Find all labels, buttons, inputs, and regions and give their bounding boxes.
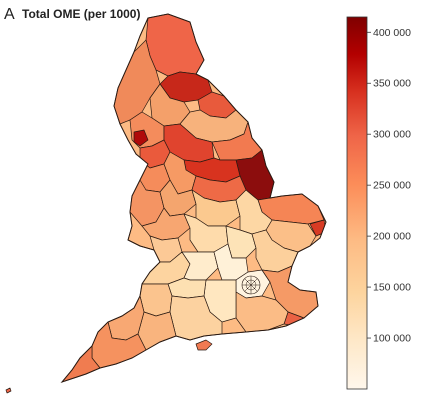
legend-tick-label: 350 000 <box>373 78 411 90</box>
region-sussex <box>235 291 289 333</box>
england-border <box>60 13 327 384</box>
london-borough-detail <box>241 275 261 295</box>
color-bar <box>346 16 368 390</box>
legend-tick-label: 300 000 <box>373 129 411 141</box>
england-map <box>5 13 327 394</box>
legend-tick-label: 250 000 <box>373 180 411 192</box>
map-title: Total OME (per 1000) <box>22 7 140 21</box>
region-blackpool <box>133 129 149 147</box>
isle-of-wight <box>195 339 213 351</box>
legend-ticks: 400 000 350 000 300 000 250 000 200 000 150 0… <box>367 27 411 345</box>
legend-tick-label: 400 000 <box>373 27 411 39</box>
region-wiltshire <box>139 283 173 317</box>
legend-tick-label: 150 000 <box>373 282 411 294</box>
region-leicestershire <box>191 189 241 227</box>
region-cambridgeshire <box>235 189 273 235</box>
color-legend: 400 000 350 000 300 000 250 000 200 000 150 0… <box>346 16 411 390</box>
panel-letter: A <box>4 6 15 23</box>
legend-tick-label: 100 000 <box>373 333 411 345</box>
region-dorset <box>137 311 177 351</box>
legend-tick-label: 200 000 <box>373 231 411 243</box>
isles-of-scilly <box>5 387 12 394</box>
